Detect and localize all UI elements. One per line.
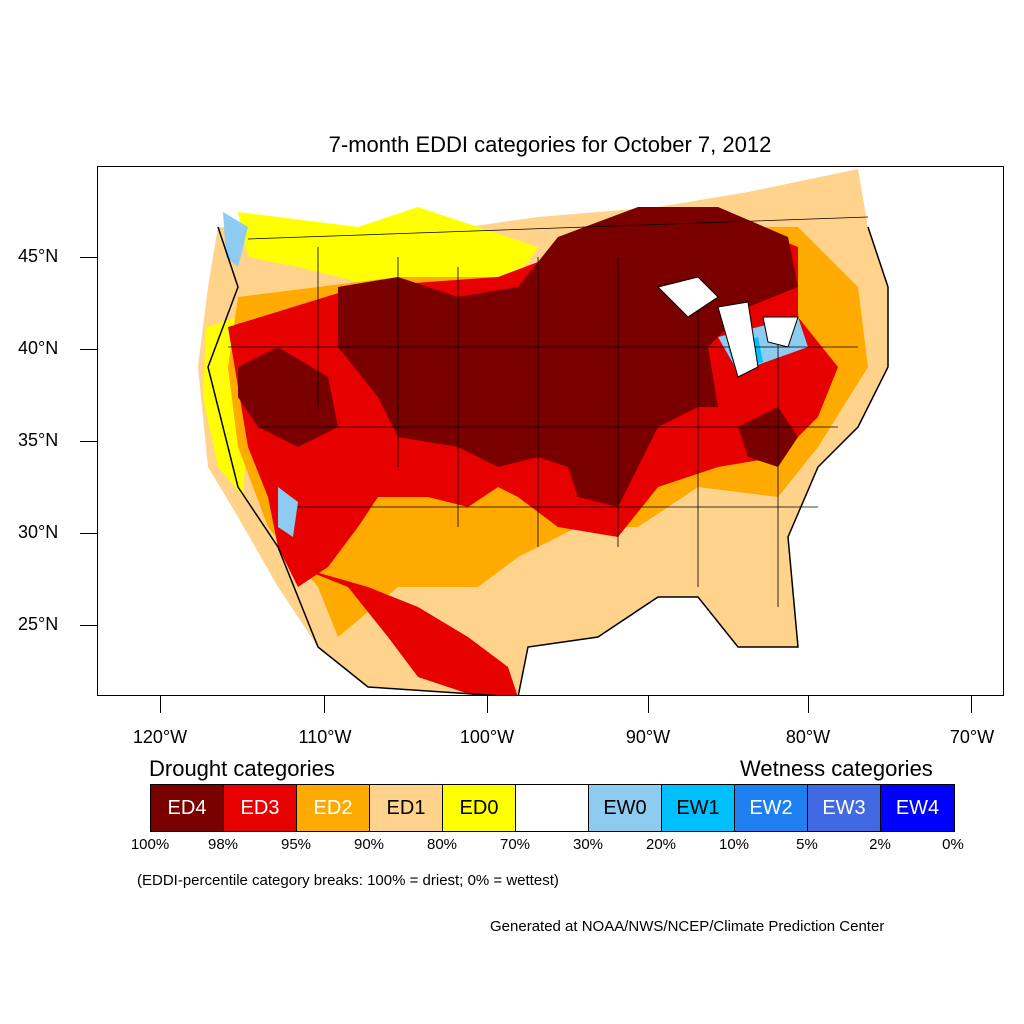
lat-tick [80, 257, 97, 258]
map-title: 7-month EDDI categories for October 7, 2… [328, 132, 772, 157]
percent-break-label: 80% [426, 836, 458, 853]
legend-box-ed3: ED3 [224, 785, 297, 831]
eddi-map [97, 166, 1004, 696]
credit-line: Generated at NOAA/NWS/NCEP/Climate Predi… [490, 918, 885, 935]
lat-label-40: 40°N [18, 338, 59, 358]
legend-box-ed0: ED0 [443, 785, 516, 831]
lat-tick [80, 441, 97, 442]
lon-tick [160, 696, 161, 713]
lat-tick [80, 349, 97, 350]
lon-label-80: 80°W [785, 727, 831, 747]
region-ed4-west [238, 347, 338, 447]
legend-box-normal [516, 785, 589, 831]
legend-box-ew2: EW2 [735, 785, 808, 831]
legend-box-ed1: ED1 [370, 785, 443, 831]
lon-label-90: 90°W [625, 727, 671, 747]
percent-break-label: 95% [280, 836, 312, 853]
eddi-map-canvas [98, 167, 1003, 695]
state-lines [228, 216, 869, 607]
lat-label-45: 45°N [18, 246, 59, 266]
percent-break-label: 100% [130, 836, 170, 853]
lon-label-100: 100°W [459, 727, 515, 747]
percent-break-label: 70% [499, 836, 531, 853]
legend-box-ed2: ED2 [297, 785, 370, 831]
lat-tick [80, 533, 97, 534]
region-ed0-north [238, 207, 538, 282]
lat-label-30: 30°N [18, 522, 59, 542]
region-ed3-south [298, 567, 518, 695]
lon-tick [487, 696, 488, 713]
percent-break-label: 10% [718, 836, 750, 853]
legend-box-ed4: ED4 [151, 785, 224, 831]
percent-break-label: 0% [942, 836, 964, 853]
percent-break-label: 5% [796, 836, 818, 853]
region-ed4-east [738, 407, 798, 467]
lat-tick [80, 625, 97, 626]
lon-label-70: 70°W [949, 727, 995, 747]
drought-categories-heading: Drought categories [149, 756, 335, 781]
percent-break-label: 2% [869, 836, 891, 853]
legend-box-ew0: EW0 [589, 785, 662, 831]
percent-break-label: 90% [353, 836, 385, 853]
category-legend: ED4 ED3 ED2 ED1 ED0 EW0 EW1 EW2 EW3 EW4 [150, 784, 955, 832]
region-ew-california [278, 487, 298, 537]
legend-box-ew4: EW4 [881, 785, 954, 831]
region-ew-pacificnw [223, 212, 248, 267]
great-lakes [657, 276, 799, 378]
lat-label-35: 35°N [18, 430, 59, 450]
category-note: (EDDI-percentile category breaks: 100% =… [137, 872, 559, 889]
us-outline [207, 226, 889, 695]
lon-tick [648, 696, 649, 713]
legend-box-ew3: EW3 [808, 785, 881, 831]
wetness-categories-heading: Wetness categories [740, 756, 933, 781]
lon-tick [808, 696, 809, 713]
legend-box-ew1: EW1 [662, 785, 735, 831]
percent-break-label: 98% [207, 836, 239, 853]
percent-break-label: 30% [572, 836, 604, 853]
lon-tick [971, 696, 972, 713]
lon-tick [324, 696, 325, 713]
percent-break-label: 20% [645, 836, 677, 853]
lon-label-120: 120°W [132, 727, 188, 747]
lon-label-110: 110°W [298, 727, 352, 747]
lat-label-25: 25°N [18, 614, 59, 634]
